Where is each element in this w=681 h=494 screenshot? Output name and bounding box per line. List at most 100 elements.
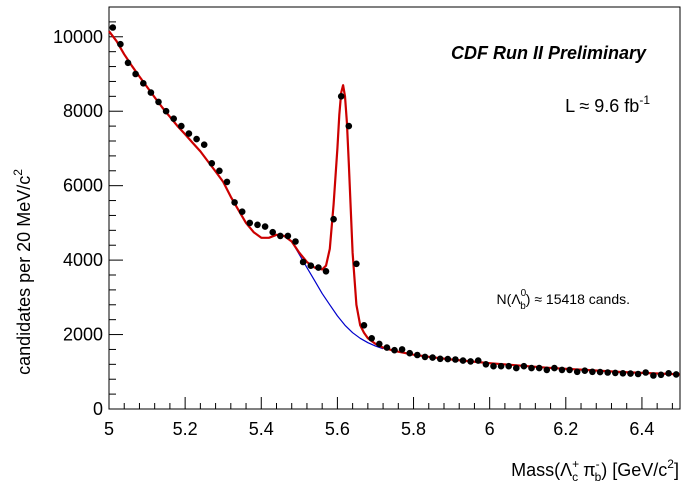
- x-tick-label: 5: [104, 419, 114, 439]
- data-point: [513, 364, 520, 372]
- x-tick-label: 5.4: [249, 419, 274, 439]
- data-point: [238, 208, 246, 215]
- y-axis: 0 2000 4000 6000 8000 10000: [53, 6, 123, 419]
- data-point: [528, 364, 535, 372]
- data-point: [581, 367, 589, 375]
- data-point: [558, 366, 566, 374]
- data-point: [436, 355, 444, 363]
- data-point: [208, 160, 216, 167]
- data-point: [444, 355, 452, 363]
- experiment-label: CDF Run II Preliminary: [451, 43, 647, 63]
- data-point: [452, 356, 459, 363]
- data-point: [353, 260, 360, 268]
- y-tick-label: 0: [93, 399, 103, 419]
- data-point: [178, 122, 185, 130]
- data-point: [368, 335, 376, 342]
- data-point: [231, 199, 238, 206]
- data-point: [376, 340, 383, 348]
- data-point: [573, 368, 581, 376]
- data-point: [414, 351, 421, 359]
- fit-curve: [108, 30, 681, 376]
- data-point: [132, 70, 139, 78]
- data-point: [391, 346, 398, 354]
- data-point: [619, 370, 627, 377]
- data-point: [216, 167, 223, 175]
- luminosity-label: L ≈ 9.6 fb-1: [565, 93, 650, 116]
- x-tick-label: 6: [485, 419, 495, 439]
- x-tick-label: 5.8: [401, 419, 426, 439]
- background-curve: [291, 241, 384, 350]
- data-point: [185, 130, 193, 137]
- data-point: [421, 353, 429, 361]
- data-point: [147, 89, 155, 96]
- data-point: [140, 80, 147, 87]
- data-point: [474, 357, 482, 364]
- data-point: [284, 232, 292, 240]
- data-point: [337, 93, 345, 100]
- data-point: [124, 59, 132, 67]
- data-point: [345, 122, 353, 130]
- data-point: [543, 366, 551, 374]
- x-axis: 5 5.2 5.4 5.6 5.8 6 6.2 6.4: [104, 397, 673, 439]
- data-points: [109, 24, 680, 379]
- x-tick-label: 5.2: [173, 419, 198, 439]
- y-tick-label: 10000: [53, 27, 103, 47]
- data-point: [665, 370, 672, 377]
- data-point: [170, 115, 177, 122]
- x-tick-label: 6.4: [629, 419, 654, 439]
- data-point: [322, 268, 330, 275]
- data-point: [254, 221, 261, 229]
- data-point: [657, 371, 665, 379]
- data-point: [246, 219, 254, 227]
- data-point: [269, 228, 277, 236]
- data-point: [299, 258, 307, 266]
- data-point: [505, 362, 512, 370]
- yield-label: N(Λ0 b) ≈ 15418 cands.: [497, 288, 630, 312]
- data-point: [627, 370, 634, 377]
- data-point: [612, 369, 619, 377]
- data-point: [482, 361, 490, 368]
- data-point: [315, 264, 322, 271]
- data-point: [330, 215, 337, 223]
- data-point: [672, 371, 680, 378]
- data-point: [406, 349, 414, 357]
- fit-curves: [108, 30, 681, 376]
- data-point: [223, 178, 231, 186]
- data-point: [551, 364, 558, 372]
- data-point: [650, 372, 657, 379]
- y-tick-label: 2000: [63, 325, 103, 345]
- data-point: [383, 344, 391, 351]
- data-point: [200, 141, 208, 148]
- plot-frame: [108, 6, 681, 410]
- data-point: [535, 364, 543, 372]
- data-point: [490, 362, 497, 370]
- data-point: [155, 98, 162, 106]
- y-tick-label: 4000: [63, 250, 103, 270]
- data-point: [634, 370, 642, 378]
- data-point: [162, 107, 170, 115]
- data-point: [467, 358, 474, 365]
- data-point: [566, 366, 573, 374]
- x-tick-label: 6.2: [553, 419, 578, 439]
- data-point: [642, 369, 649, 376]
- x-axis-title: Mass(Λ+ c π-b) [GeV/c2]: [511, 457, 679, 484]
- data-point: [292, 238, 299, 245]
- data-point: [277, 232, 284, 240]
- y-tick-label: 8000: [63, 101, 103, 121]
- data-point: [429, 354, 436, 361]
- data-point: [398, 346, 406, 353]
- data-point: [193, 135, 200, 143]
- data-point: [307, 262, 315, 270]
- x-tick-label: 5.6: [325, 419, 350, 439]
- y-tick-label: 6000: [63, 176, 103, 196]
- data-point: [589, 368, 596, 376]
- data-point: [520, 362, 528, 370]
- data-point: [109, 24, 117, 31]
- data-point: [459, 357, 467, 364]
- data-point: [117, 40, 124, 48]
- y-axis-title: candidates per 20 MeV/c2: [11, 169, 34, 375]
- data-point: [497, 362, 505, 370]
- data-point: [596, 368, 604, 376]
